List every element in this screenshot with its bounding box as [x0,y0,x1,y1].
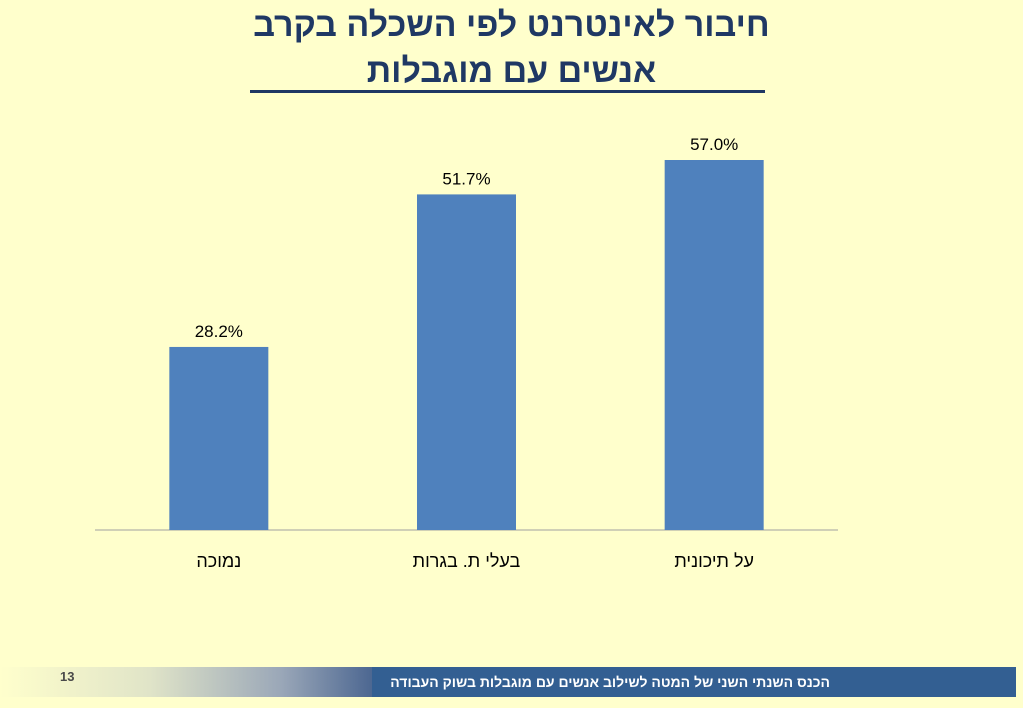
x-tick-label: על תיכונית [674,551,754,571]
footer-gradient [0,667,375,697]
page-number: 13 [60,669,75,684]
data-label: 57.0% [690,135,738,154]
bar [169,346,269,530]
data-label: 51.7% [442,169,490,188]
x-tick-label: נמוכה [196,551,241,571]
chart-title: חיבור לאינטרנט לפי השכלה בקרב אנשים עם מ… [0,2,1023,94]
bar [664,160,764,530]
bar [417,194,516,530]
title-line-1: חיבור לאינטרנט לפי השכלה בקרב [253,6,770,44]
footer-bar [372,667,1016,697]
x-tick-label: בעלי ת. בגרות [413,551,521,571]
footer-text: הכנס השנתי השני של המטה לשילוב אנשים עם … [390,674,830,690]
title-underline [250,90,765,93]
bar-chart: 28.2% נמוכה 51.7% בעלי ת. בגרות 57.0% על תיכו… [95,135,838,571]
footer: 13 הכנס השנתי השני של המטה לשילוב אנשים … [0,667,1016,697]
data-label: 28.2% [195,322,243,341]
title-line-2: אנשים עם מוגבלות [366,52,657,90]
